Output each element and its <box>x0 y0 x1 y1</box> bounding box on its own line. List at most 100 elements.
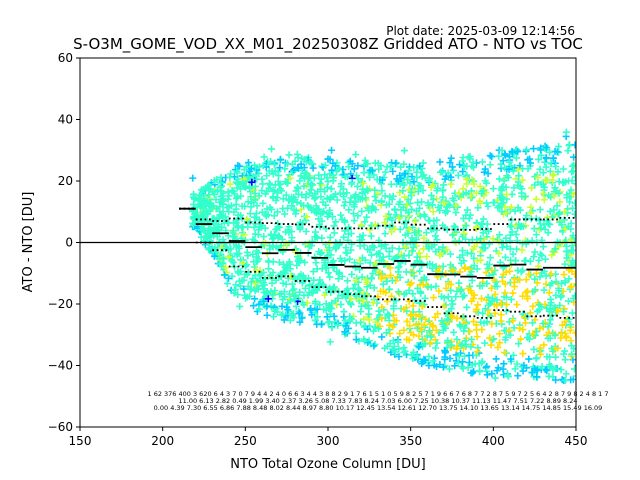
scatter-point <box>270 231 278 239</box>
scatter-point <box>246 183 254 191</box>
scatter-point <box>381 230 389 238</box>
scatter-point <box>253 175 261 183</box>
scatter-point <box>497 317 505 325</box>
scatter-point <box>470 180 478 188</box>
scatter-point <box>478 190 486 198</box>
scatter-point <box>392 159 400 167</box>
scatter-point <box>377 180 385 188</box>
scatter-point <box>379 280 387 288</box>
scatter-point <box>450 328 458 336</box>
scatter-point <box>545 289 553 297</box>
scatter-point <box>260 153 268 161</box>
scatter-point <box>531 181 539 189</box>
scatter-point <box>244 198 252 206</box>
scatter-point <box>410 262 418 270</box>
bin-stats-row-3: 0.00 4.39 7.30 6.55 6.86 7.88 8.48 8.02 … <box>154 404 603 412</box>
scatter-point <box>321 188 329 196</box>
y-tick-label: −20 <box>48 297 73 311</box>
scatter-point <box>525 270 533 278</box>
scatter-point <box>252 210 260 218</box>
scatter-point <box>352 191 360 199</box>
scatter-point <box>518 165 526 173</box>
scatter-point <box>522 288 530 296</box>
scatter-point <box>447 180 455 188</box>
scatter-point <box>394 264 402 272</box>
scatter-point <box>329 159 337 167</box>
scatter-point <box>243 215 251 223</box>
scatter-point <box>347 194 355 202</box>
scatter-point <box>472 321 480 329</box>
scatter-point <box>407 279 415 287</box>
scatter-point <box>396 198 404 206</box>
scatter-point <box>552 353 560 361</box>
scatter-point <box>307 204 315 212</box>
scatter-point <box>459 358 467 366</box>
scatter-point <box>516 183 524 191</box>
scatter-point <box>243 271 251 279</box>
scatter-point <box>268 145 276 153</box>
scatter-point <box>353 172 361 180</box>
scatter-point <box>539 169 547 177</box>
scatter-point <box>424 283 432 291</box>
scatter-point <box>389 323 397 331</box>
scatter-point <box>364 245 372 253</box>
scatter-point <box>312 233 320 241</box>
scatter-point <box>309 289 317 297</box>
scatter-point <box>478 359 486 367</box>
scatter-point <box>488 153 496 161</box>
scatter-point <box>226 180 234 188</box>
scatter-point <box>516 206 524 214</box>
scatter-point <box>416 204 424 212</box>
scatter-point <box>236 162 244 170</box>
scatter-point <box>323 183 331 191</box>
scatter-point <box>551 331 559 339</box>
scatter-point <box>425 362 433 370</box>
scatter-point <box>212 248 220 256</box>
scatter-point <box>341 218 349 226</box>
scatter-point <box>501 164 509 172</box>
scatter-point <box>439 262 447 270</box>
scatter-point <box>558 292 566 300</box>
scatter-point <box>462 175 470 183</box>
scatter-point <box>353 182 361 190</box>
scatter-point <box>442 284 450 292</box>
scatter-point <box>278 302 286 310</box>
scatter-point <box>385 252 393 260</box>
scatter-point <box>340 202 348 210</box>
scatter-point <box>340 233 348 241</box>
scatter-point <box>542 280 550 288</box>
scatter-point <box>265 184 273 192</box>
scatter-point <box>265 258 273 266</box>
scatter-point <box>548 251 556 259</box>
scatter-point <box>310 276 318 284</box>
scatter-point <box>434 310 442 318</box>
scatter-point <box>420 234 428 242</box>
scatter-point <box>482 179 490 187</box>
scatter-point <box>490 276 498 284</box>
scatter-point <box>506 331 514 339</box>
scatter-point <box>285 151 293 159</box>
scatter-point <box>522 146 530 154</box>
scatter-point <box>497 160 505 168</box>
scatter-point <box>334 275 342 283</box>
scatter-point <box>568 235 576 243</box>
scatter-point <box>352 319 360 327</box>
scatter-point <box>460 292 468 300</box>
scatter-point <box>279 296 287 304</box>
scatter-point <box>562 332 570 340</box>
scatter-point <box>281 165 289 173</box>
scatter-point <box>500 360 508 368</box>
scatter-point <box>420 274 428 282</box>
scatter-point <box>433 339 441 347</box>
scatter-point <box>484 202 492 210</box>
scatter-point <box>546 305 554 313</box>
scatter-point <box>556 198 564 206</box>
scatter-point <box>446 201 454 209</box>
scatter-point <box>541 255 549 263</box>
scatter-point <box>510 184 518 192</box>
scatter-point <box>290 193 298 201</box>
scatter-point <box>388 244 396 252</box>
scatter-point <box>439 363 447 371</box>
scatter-point <box>525 355 533 363</box>
scatter-point <box>511 164 519 172</box>
